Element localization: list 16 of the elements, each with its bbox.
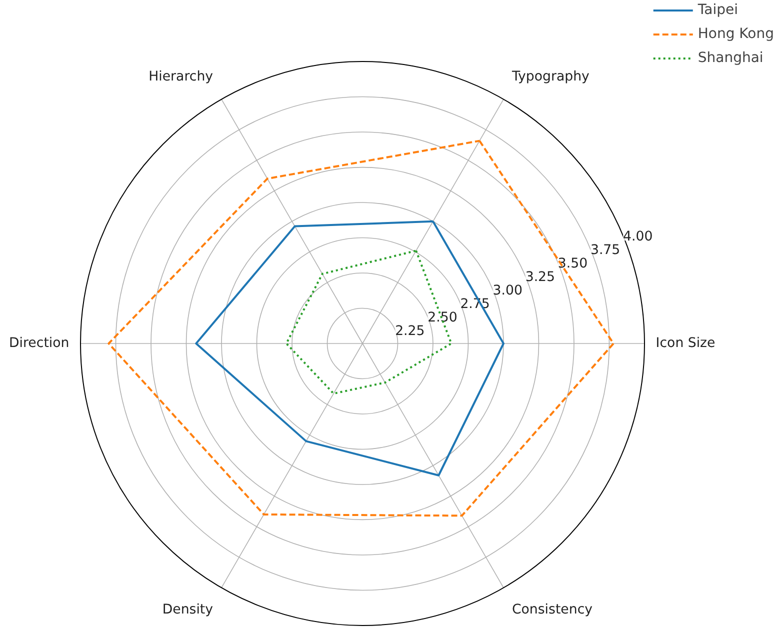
spoke-label: Density xyxy=(162,602,214,618)
spoke-label: Icon Size xyxy=(656,336,716,351)
legend-label: Taipei xyxy=(698,2,738,18)
y-tick-label: 3.75 xyxy=(590,243,620,258)
y-tick-label: 2.25 xyxy=(395,324,425,340)
spoke-label: Consistency xyxy=(512,602,593,618)
legend-label: Shanghai xyxy=(698,50,764,66)
y-tick-label: 2.50 xyxy=(428,310,458,326)
spoke-label: Hierarchy xyxy=(148,70,214,85)
y-tick-label: 3.25 xyxy=(525,270,556,286)
legend-label: Hong Kong xyxy=(698,26,774,42)
y-tick-label: 3.00 xyxy=(492,284,522,299)
y-tick-label: 3.50 xyxy=(558,256,588,272)
spoke-label: Direction xyxy=(9,336,70,351)
y-tick-label: 4.00 xyxy=(623,230,653,245)
spoke-label: Typography xyxy=(510,70,590,85)
